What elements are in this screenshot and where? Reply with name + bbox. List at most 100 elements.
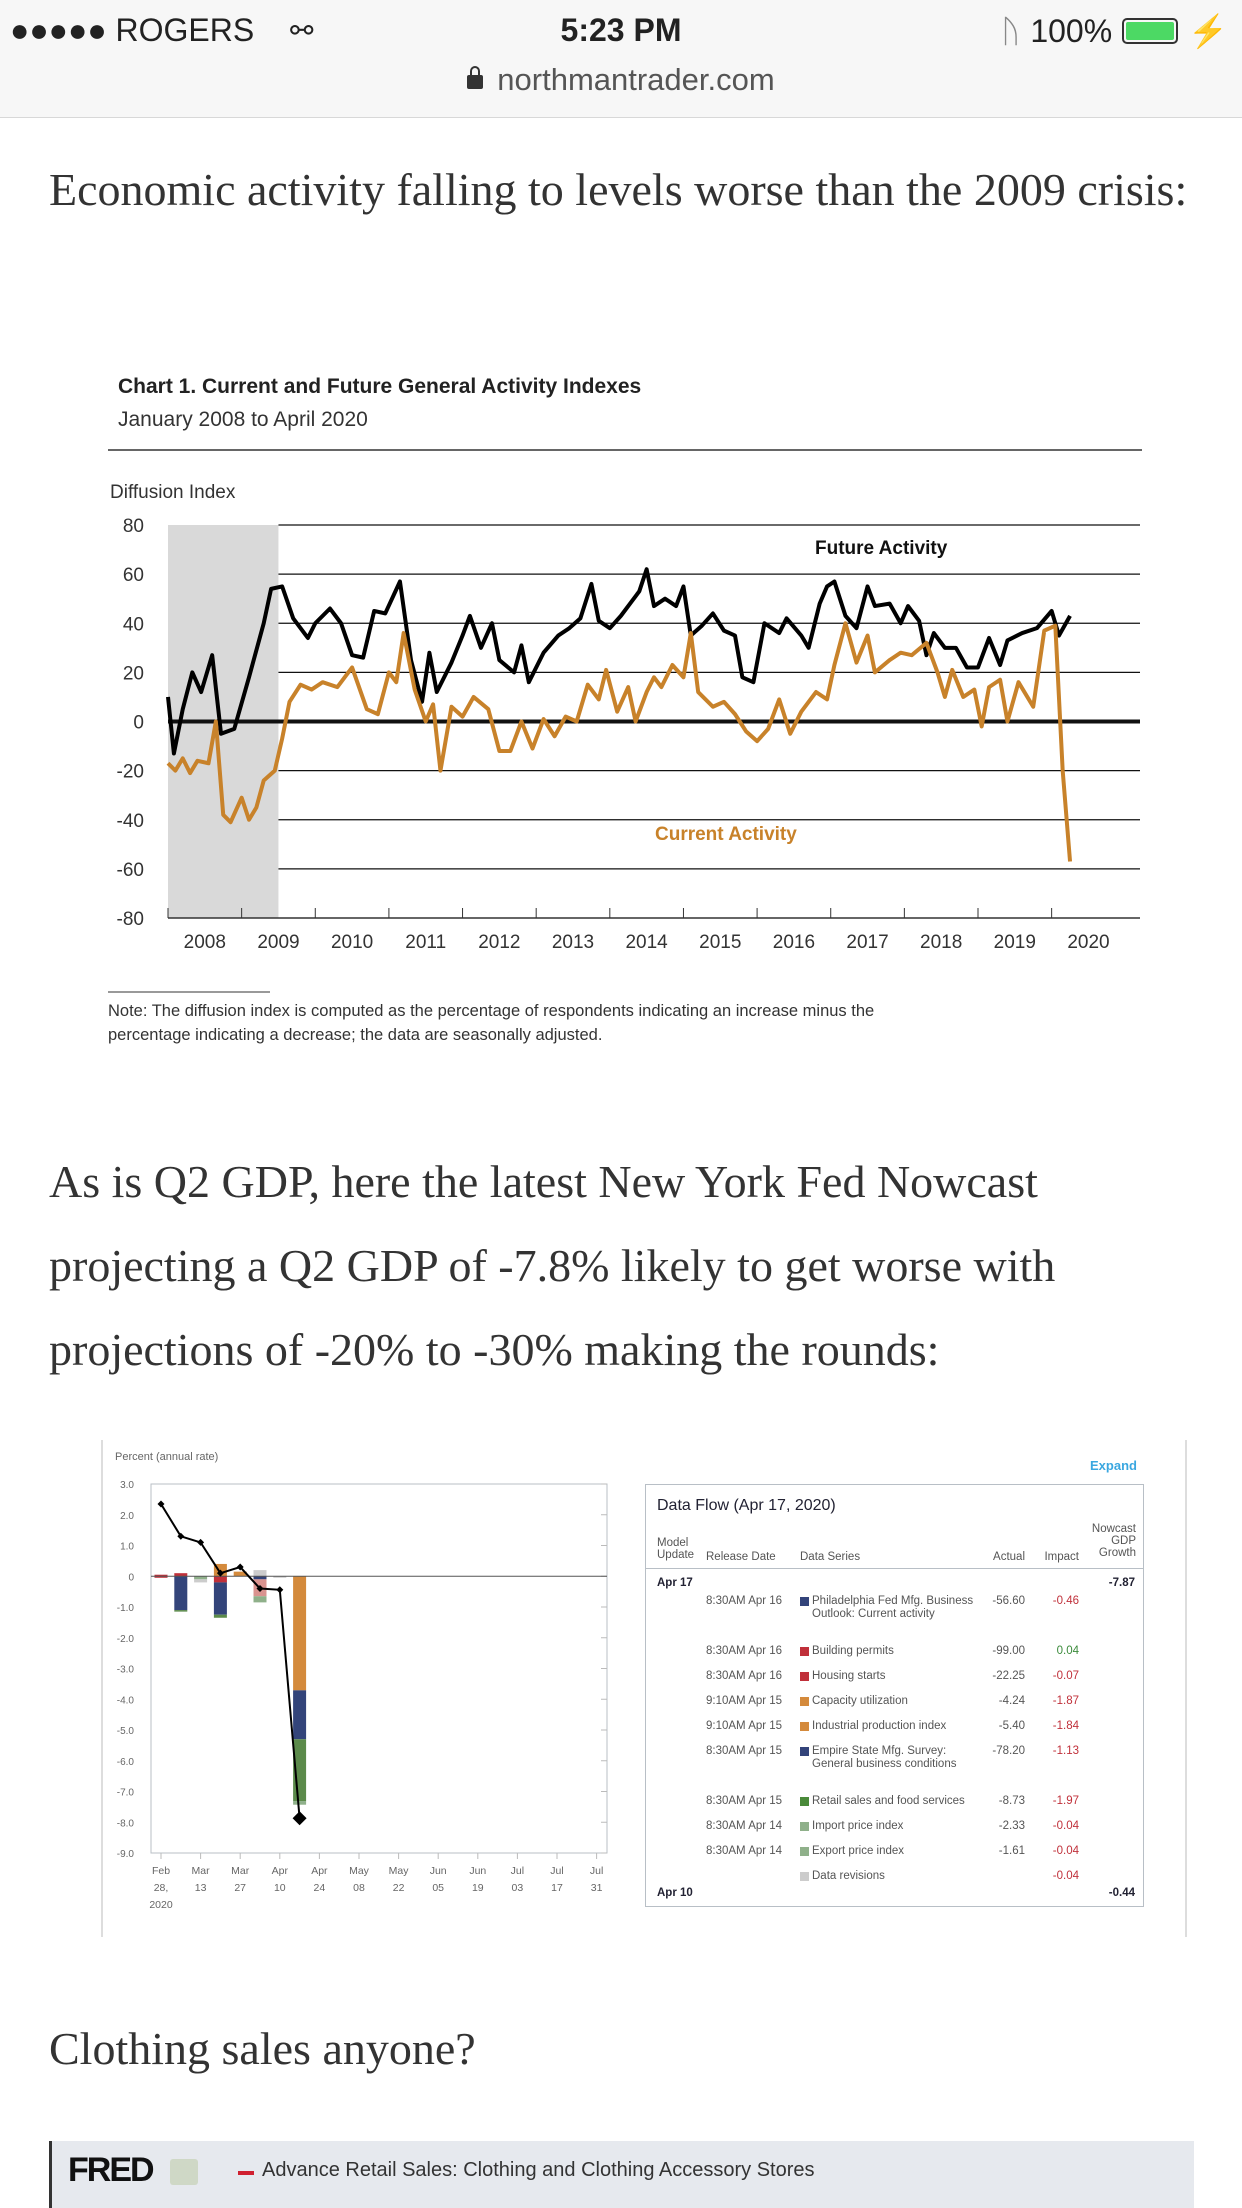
x-tick-label: 2010 (331, 932, 373, 953)
battery-icon (1122, 18, 1179, 44)
x-tick-label: 17 (551, 1882, 563, 1894)
x-tick-label: 28, (154, 1882, 169, 1894)
series-name: Data revisions (812, 1870, 885, 1882)
series-swatch (800, 1647, 809, 1656)
y-tick-label: 20 (123, 663, 144, 684)
series-name: Export price index (812, 1845, 905, 1857)
battery-percent: 100% (1030, 12, 1113, 49)
y-tick-label: 1.0 (120, 1542, 134, 1553)
actual-value: -4.24 (998, 1695, 1025, 1707)
y-tick-label: -1.0 (117, 1603, 135, 1614)
paragraph-1: Economic activity falling to levels wors… (49, 164, 1188, 215)
x-tick-label: 2015 (699, 932, 741, 953)
data-series: Import price index (800, 1820, 975, 1833)
x-tick-label: Apr (272, 1865, 289, 1877)
nowcast-point (197, 1538, 205, 1546)
series-name: Philadelphia Fed Mfg. Business Outlook: … (812, 1595, 974, 1620)
release-date: 9:10AM Apr 15 (706, 1695, 783, 1707)
impact-value: 0.04 (1056, 1645, 1079, 1657)
expand-link[interactable]: Expand (1090, 1458, 1137, 1473)
y-tick-label: 60 (123, 565, 144, 586)
current-activity-line (166, 621, 1073, 862)
group-nowcast: -0.44 (1108, 1887, 1135, 1899)
x-tick-label: 24 (314, 1882, 326, 1894)
x-tick-label: Mar (192, 1865, 211, 1877)
bar-segment (293, 1801, 307, 1805)
actual-value: -99.00 (992, 1645, 1025, 1657)
x-tick-label: Feb (152, 1865, 170, 1877)
chart-note: Note: The diffusion index is computed as… (108, 1002, 874, 1020)
activity-index-chart: Chart 1. Current and Future General Acti… (108, 375, 1142, 1044)
nowcast-point (177, 1532, 185, 1540)
impact-value: -1.13 (1052, 1745, 1079, 1757)
series-name: Empire State Mfg. Survey: General busine… (812, 1745, 957, 1770)
y-tick-label: -2.0 (117, 1634, 135, 1645)
bar-segment (253, 1576, 267, 1580)
series-swatch (800, 1797, 809, 1806)
actual-value: -78.20 (992, 1745, 1025, 1757)
nowcast-point (292, 1811, 307, 1826)
chart-icon (170, 2159, 198, 2185)
release-date: 8:30AM Apr 14 (706, 1845, 783, 1857)
series-swatch (800, 1872, 809, 1881)
impact-value: -1.84 (1052, 1720, 1079, 1732)
group-label: Apr 17 (657, 1577, 693, 1589)
x-tick-label: 13 (195, 1882, 207, 1894)
x-tick-label: 2020 (149, 1899, 173, 1911)
y-tick-label: 80 (123, 516, 144, 537)
nowcast-point (256, 1585, 264, 1593)
x-tick-label: 05 (432, 1882, 444, 1894)
y-tick-label: -20 (117, 762, 144, 783)
nowcast-point (276, 1586, 284, 1594)
y-tick-label: 2.0 (120, 1511, 134, 1522)
data-series: Industrial production index (800, 1720, 975, 1733)
table-header: Model Update Release Date Data Series Ac… (646, 1523, 1143, 1569)
bar-segment (174, 1576, 188, 1611)
release-date: 8:30AM Apr 14 (706, 1820, 783, 1832)
col-nowcast: Nowcast GDP Growth (1091, 1523, 1136, 1559)
x-tick-label: May (389, 1865, 410, 1877)
bar-segment (194, 1579, 208, 1583)
nowcast-line (160, 1503, 301, 1819)
actual-value: -22.25 (992, 1670, 1025, 1682)
chart-title: Chart 1. Current and Future General Acti… (118, 375, 641, 398)
y-tick-label: 0 (128, 1572, 134, 1583)
x-tick-label: 2019 (994, 932, 1036, 953)
series-name: Retail sales and food services (812, 1795, 965, 1807)
address-bar[interactable]: northmantrader.com (0, 62, 1242, 98)
impact-value: -0.04 (1052, 1845, 1079, 1857)
fred-logo: FRED (68, 2151, 155, 2189)
y-tick-label: -9.0 (117, 1849, 135, 1860)
x-tick-label: 2017 (846, 932, 888, 953)
data-series: Data revisions (800, 1870, 975, 1883)
x-tick-label: 10 (274, 1882, 286, 1894)
bar-segment (213, 1576, 227, 1583)
x-tick-label: 2009 (257, 932, 299, 953)
impact-value: -1.87 (1052, 1695, 1079, 1707)
data-series: Retail sales and food services (800, 1795, 975, 1808)
release-date: 8:30AM Apr 15 (706, 1795, 783, 1807)
bar-segment (154, 1574, 168, 1577)
bluetooth-icon: ᚢ (1001, 12, 1021, 49)
browser-status-bar: ●●●●● ROGERS ⚯ 5:23 PM ᚢ 100% ⚡ northman… (0, 0, 1242, 118)
series-swatch (800, 1822, 809, 1831)
x-tick-label: 22 (393, 1882, 405, 1894)
fred-chart-header: FRED Advance Retail Sales: Clothing and … (49, 2141, 1194, 2208)
series-legend-swatch (238, 2171, 254, 2175)
x-tick-label: Jul (550, 1865, 563, 1877)
col-impact: Impact (1044, 1551, 1079, 1563)
actual-value: -1.61 (998, 1845, 1025, 1857)
paragraph-2: As is Q2 GDP, here the latest New York F… (49, 1156, 1056, 1375)
bar-segment (293, 1690, 307, 1740)
lock-icon (467, 66, 484, 89)
url-text: northmantrader.com (497, 62, 775, 97)
bar-segment (233, 1571, 247, 1577)
x-tick-label: 08 (353, 1882, 365, 1894)
series-swatch (800, 1672, 809, 1681)
bar-segment (154, 1576, 168, 1578)
bar-segment (174, 1573, 188, 1577)
bar-segment (213, 1582, 227, 1615)
release-date: 8:30AM Apr 16 (706, 1670, 783, 1682)
x-tick-label: 2013 (552, 932, 594, 953)
table-title: Data Flow (Apr 17, 2020) (657, 1497, 836, 1514)
